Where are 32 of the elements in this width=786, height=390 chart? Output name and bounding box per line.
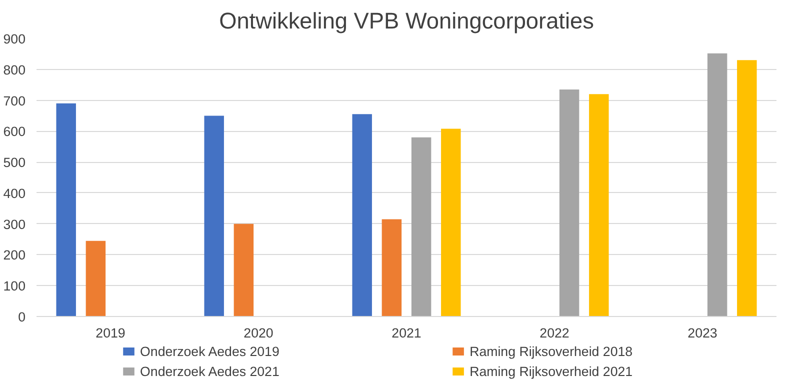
y-tick-label: 400 [3,186,26,201]
bar [234,224,254,316]
chart-title: Ontwikkeling VPB Woningcorporaties [219,8,594,34]
y-tick-label: 500 [3,155,26,170]
legend-label: Onderzoek Aedes 2019 [140,344,280,359]
bar [352,114,372,316]
bar [411,137,432,316]
legend-label: Raming Rijksoverheid 2021 [470,364,633,379]
x-tick-label: 2019 [96,326,126,340]
bar [737,60,757,316]
bar [56,103,76,316]
bar [441,128,461,316]
x-tick-label: 2023 [688,326,718,340]
x-tick-label: 2022 [540,326,570,340]
y-tick-label: 700 [3,93,26,108]
x-tick-label: 2020 [244,326,274,340]
y-tick-label: 100 [3,278,26,294]
y-tick-label: 300 [3,216,26,232]
bar [86,240,106,316]
bar [559,89,580,316]
y-tick-label: 900 [3,32,26,46]
y-tick-label: 0 [18,310,26,324]
x-tick-label: 2021 [392,326,422,340]
y-tick-label: 200 [3,248,26,263]
legend-label: Raming Rijksoverheid 2018 [470,344,633,359]
bar [707,53,728,316]
y-tick-label: 800 [3,62,26,78]
y-tick-label: 600 [3,124,26,140]
bar [204,116,224,316]
bar [589,94,609,316]
legend-label: Onderzoek Aedes 2021 [140,364,280,379]
bar [382,219,402,316]
